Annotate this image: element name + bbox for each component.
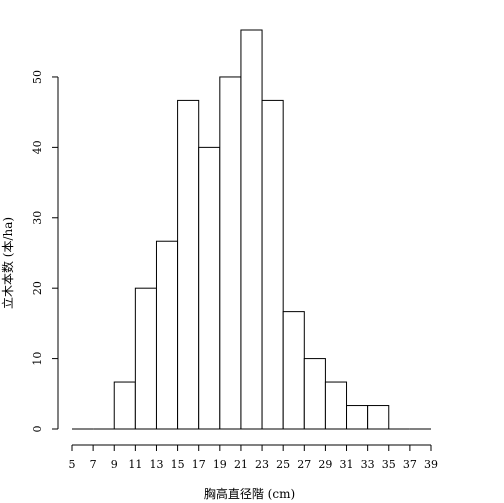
histogram-bar	[367, 405, 390, 430]
bars-layer	[72, 29, 431, 430]
x-tick-label: 13	[149, 458, 163, 471]
x-tick-label: 35	[382, 458, 396, 471]
histogram-bar	[177, 99, 200, 430]
histogram-bar	[346, 405, 369, 430]
y-tick-label: 40	[31, 140, 44, 154]
histogram-bar	[324, 381, 348, 430]
x-tick-label: 9	[111, 458, 118, 471]
x-tick-label: 25	[276, 458, 290, 471]
x-tick-label: 21	[234, 458, 248, 471]
x-tick-label: 29	[318, 458, 332, 471]
histogram-bar	[219, 76, 242, 430]
x-tick-label: 7	[90, 458, 97, 471]
x-tick-label: 15	[171, 458, 185, 471]
histogram-bar	[113, 381, 136, 430]
histogram-bar	[198, 146, 221, 430]
y-axis-label: 立木本数 (本/ha)	[0, 217, 15, 309]
x-tick-label: 19	[213, 458, 227, 471]
x-tick-label: 37	[403, 458, 417, 471]
histogram-bar	[303, 358, 326, 430]
histogram-bar	[240, 29, 263, 430]
histogram-bar	[155, 240, 179, 430]
x-tick-label: 39	[424, 458, 438, 471]
y-axis: 0 10 20 30 40 50	[31, 70, 59, 433]
x-tick-label: 17	[192, 458, 206, 471]
histogram-bar	[282, 311, 305, 430]
x-tick-label: 5	[69, 458, 76, 471]
x-tick-label: 31	[340, 458, 354, 471]
x-tick-label: 11	[128, 458, 142, 471]
y-tick-label: 20	[31, 281, 44, 295]
y-tick-label: 50	[31, 70, 44, 84]
y-tick-label: 10	[31, 352, 44, 366]
y-tick-label: 0	[31, 426, 44, 433]
x-axis-label: 胸高直径階 (cm)	[204, 486, 295, 501]
y-tick-label: 30	[31, 211, 44, 225]
x-axis: 5 7 9 11 13 15 17 19 21 23 25 27 29 31 33 35 37 39	[69, 444, 438, 471]
x-tick-label: 27	[297, 458, 311, 471]
x-tick-label: 23	[255, 458, 269, 471]
histogram-bar	[261, 99, 284, 430]
histogram-bar	[134, 287, 157, 430]
x-tick-label: 33	[361, 458, 375, 471]
